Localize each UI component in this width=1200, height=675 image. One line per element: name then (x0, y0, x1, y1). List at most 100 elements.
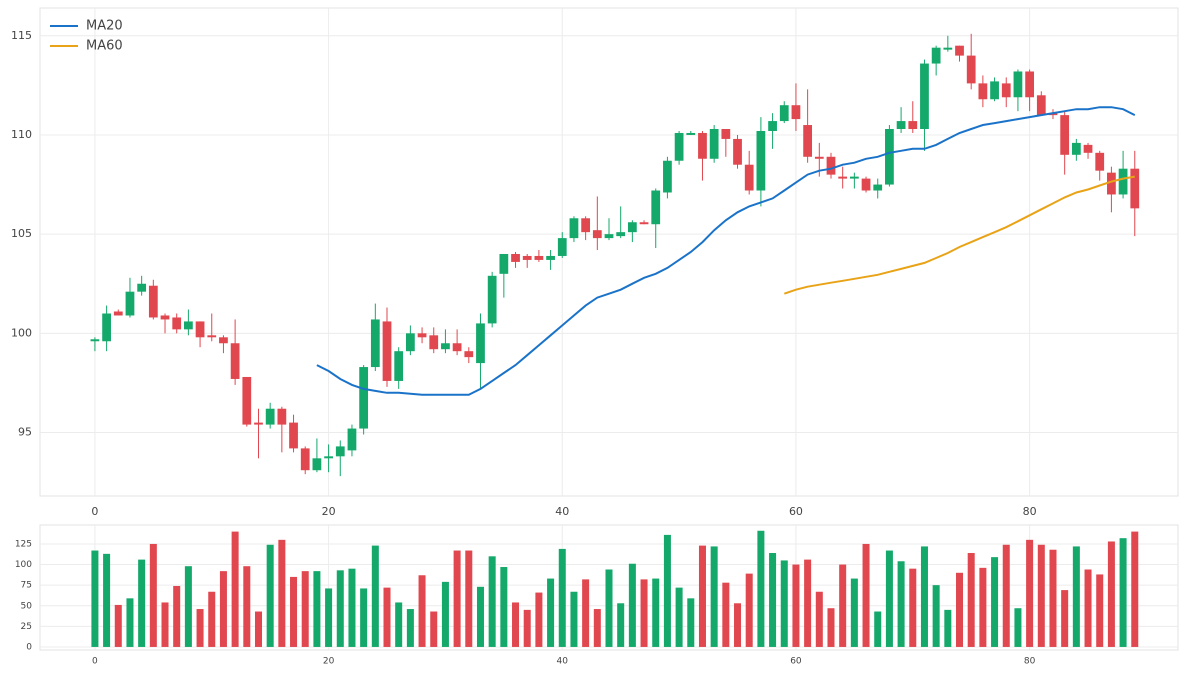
volume-bar (815, 591, 823, 647)
y-tick-label: 115 (11, 29, 32, 42)
volume-bar (196, 609, 204, 647)
volume-bar (488, 556, 496, 647)
volume-bar (675, 587, 683, 647)
candle-body (417, 333, 427, 338)
legend-label: MA60 (86, 39, 123, 54)
candle-body (978, 83, 988, 100)
volume-bar (991, 557, 999, 647)
candle-body (125, 291, 135, 316)
volume-bar (734, 603, 742, 647)
candle-body (102, 313, 111, 342)
candle-body (242, 376, 252, 425)
candle-body (546, 255, 555, 260)
candle-body (1118, 168, 1128, 195)
y-tick-label: 75 (21, 581, 32, 591)
volume-bar (897, 561, 905, 647)
volume-bar (523, 609, 531, 647)
x-tick-label: 0 (92, 657, 98, 667)
candle-body (184, 321, 193, 330)
candle-body (990, 81, 999, 100)
candle-body (955, 45, 964, 56)
volume-bar (956, 572, 964, 647)
volume-bar (313, 571, 321, 647)
volume-bar (558, 548, 566, 647)
volume-bar (652, 578, 660, 647)
candle-body (499, 253, 509, 274)
candle-body (1107, 172, 1116, 195)
candle-body (557, 238, 567, 256)
candle-body (1130, 168, 1140, 209)
volume-bar (769, 553, 777, 647)
volume-bar (1119, 538, 1127, 647)
volume-bar (1026, 539, 1034, 647)
candle-body (896, 121, 906, 130)
volume-bar (932, 585, 940, 647)
volume-bar (920, 546, 928, 647)
volume-bar (827, 608, 835, 647)
volume-bar (885, 550, 893, 647)
candle-body (604, 234, 614, 239)
candle-body (698, 132, 707, 159)
volume-bar (792, 564, 800, 647)
volume-bar (161, 602, 169, 647)
volume-bar (745, 573, 753, 647)
candle-body (616, 232, 626, 237)
volume-bar (219, 571, 227, 647)
candle-body (826, 156, 836, 175)
candle-body (405, 333, 415, 352)
y-tick-label: 125 (15, 539, 32, 549)
x-tick-label: 0 (91, 505, 98, 518)
x-tick-label: 60 (790, 657, 802, 667)
candle-body (885, 129, 894, 185)
volume-bar (208, 591, 216, 647)
candle-body (1071, 142, 1081, 155)
price-panel (39, 7, 1179, 497)
candle-body (674, 132, 684, 161)
volume-bar (1096, 574, 1104, 647)
candle-body (779, 105, 789, 122)
candle-body (768, 121, 777, 131)
candle-body (487, 275, 497, 324)
volume-bar (1084, 569, 1092, 647)
volume-panel (39, 524, 1179, 651)
volume-bar (138, 559, 146, 647)
candle-body (300, 448, 310, 471)
candle-body (452, 343, 462, 352)
candle-body (148, 285, 158, 318)
x-tick-label: 80 (1024, 657, 1036, 667)
legend-label: MA20 (86, 19, 123, 34)
x-tick-label: 20 (323, 657, 335, 667)
volume-bar (1049, 549, 1057, 647)
y-tick-label: 105 (11, 227, 32, 240)
volume-bar (406, 609, 414, 647)
candle-body (1036, 95, 1046, 116)
volume-bar (418, 575, 426, 647)
volume-bar (184, 566, 192, 647)
volume-bar (301, 571, 309, 647)
candle-body (803, 125, 813, 157)
candle-body (534, 255, 544, 260)
volume-bar (360, 588, 368, 647)
candle-body (1048, 113, 1058, 116)
candle-body (709, 129, 719, 159)
candle-body (908, 121, 918, 130)
candle-body (756, 130, 766, 191)
candle-body (744, 164, 754, 191)
volume-bar (582, 579, 590, 647)
volume-bar (395, 602, 403, 647)
volume-bar (663, 534, 671, 647)
volume-bar (114, 604, 122, 647)
candle-body (721, 129, 731, 139)
volume-bar (290, 576, 298, 647)
candle-body (254, 422, 263, 425)
volume-bar (325, 588, 333, 647)
volume-bar (441, 581, 449, 647)
candle-body (359, 367, 369, 429)
candle-body (569, 218, 579, 239)
candle-body (522, 255, 532, 260)
candle-body (686, 132, 696, 135)
volume-bar (979, 567, 987, 647)
volume-bar (91, 550, 99, 647)
candle-body (137, 283, 147, 292)
candle-body (1025, 71, 1034, 98)
